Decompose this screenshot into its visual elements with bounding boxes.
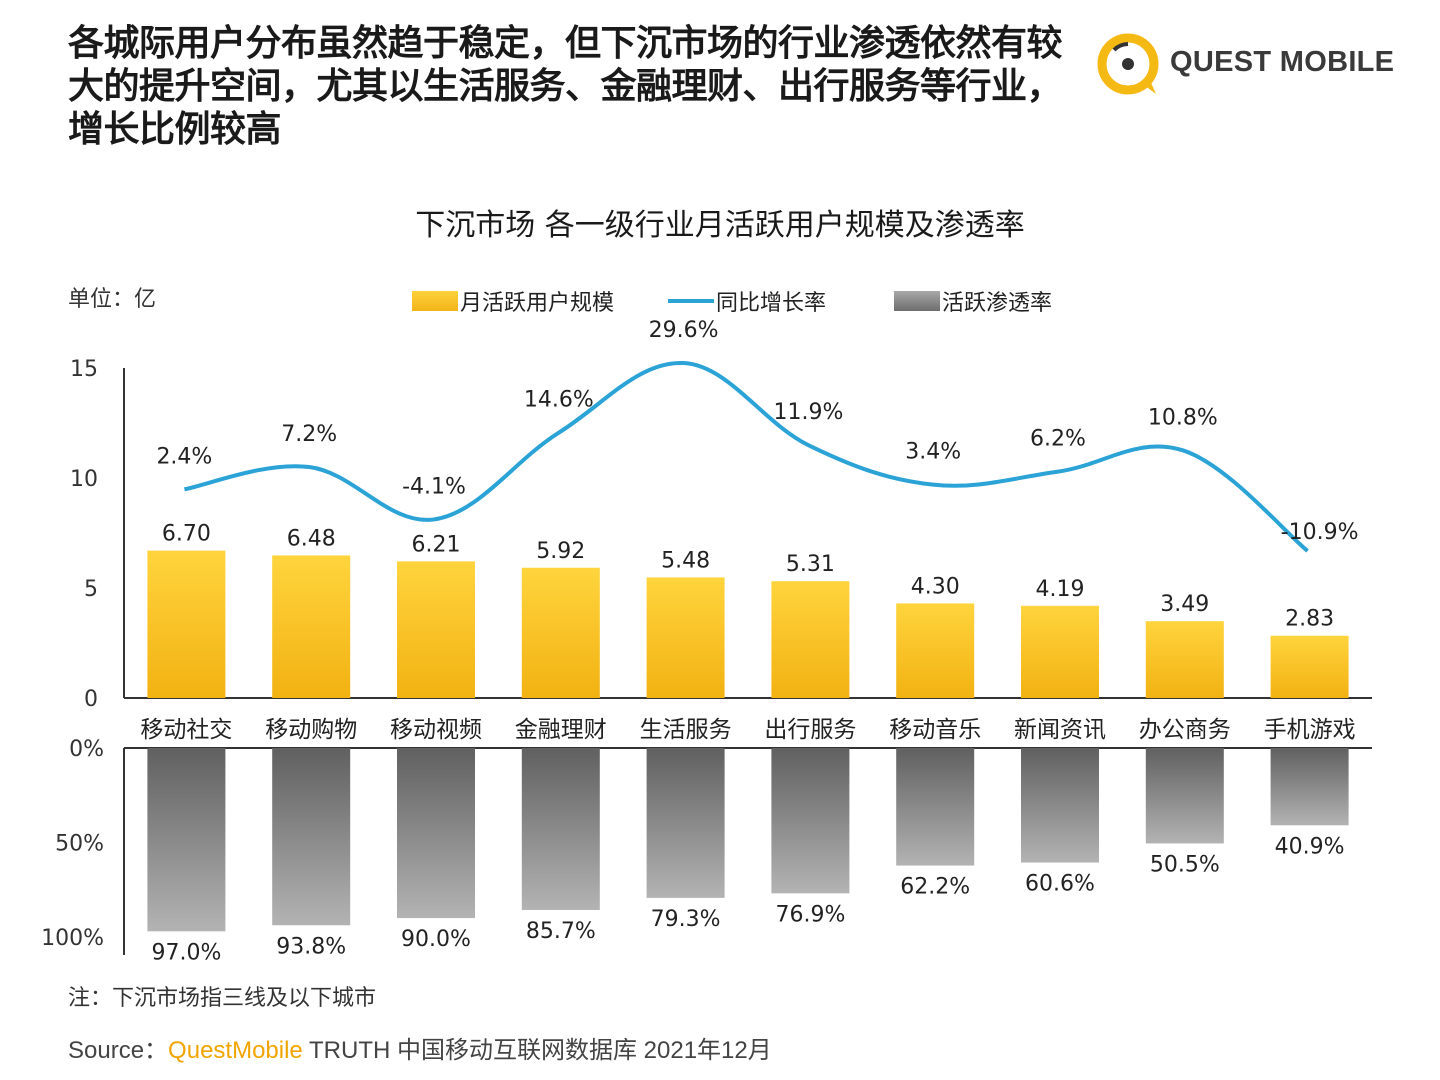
growth-rate-label: 7.2% xyxy=(281,422,337,447)
x-category-label: 手机游戏 xyxy=(1264,717,1356,743)
x-category-label: 办公商务 xyxy=(1139,717,1231,743)
upper-y-tick-label: 10 xyxy=(70,467,98,492)
growth-rate-label: 10.8% xyxy=(1148,405,1218,430)
growth-rate-label: -10.9% xyxy=(1281,520,1359,545)
x-category-label: 移动音乐 xyxy=(889,717,981,743)
bar-penetration-rate xyxy=(896,748,975,866)
bar-monthly-active-users xyxy=(646,577,725,698)
x-category-label: 金融理财 xyxy=(515,717,607,743)
x-category-label: 移动视频 xyxy=(390,717,482,743)
legend-label-gray: 活跃渗透率 xyxy=(942,291,1053,316)
bar-value-label: 2.83 xyxy=(1285,607,1334,632)
penetration-value-label: 40.9% xyxy=(1275,834,1345,859)
growth-rate-label: 11.9% xyxy=(773,400,843,425)
growth-rate-line xyxy=(184,361,1309,553)
penetration-value-label: 60.6% xyxy=(1025,872,1095,897)
bar-value-label: 5.31 xyxy=(786,552,835,577)
growth-rate-label: 2.4% xyxy=(156,444,212,469)
footnote: 注：下沉市场指三线及以下城市 xyxy=(68,986,377,1011)
bar-monthly-active-users xyxy=(896,603,975,698)
growth-rate-label: 29.6% xyxy=(649,318,719,343)
legend-item-line: 同比增长率 xyxy=(668,285,826,317)
legend-swatch-line xyxy=(668,299,714,303)
brand-logo: QUEST MOBILE xyxy=(1090,20,1394,110)
legend-item-gray: 活跃渗透率 xyxy=(894,285,1052,317)
bar-monthly-active-users xyxy=(521,567,600,698)
penetration-value-label: 79.3% xyxy=(651,907,721,932)
bar-monthly-active-users xyxy=(1145,621,1224,698)
x-category-label: 出行服务 xyxy=(764,717,856,743)
bar-penetration-rate xyxy=(1021,748,1099,863)
headline: 各城际用户分布虽然趋于稳定，但下沉市场的行业渗透依然有较大的提升空间，尤其以生活… xyxy=(68,23,1063,150)
legend-swatch-gray xyxy=(894,291,940,311)
penetration-value-label: 93.8% xyxy=(276,934,346,959)
legend-swatch-bar xyxy=(412,291,458,311)
bar-monthly-active-users xyxy=(771,581,850,698)
bar-monthly-active-users xyxy=(397,561,475,698)
x-category-label: 移动购物 xyxy=(265,717,357,743)
bar-value-label: 4.30 xyxy=(911,574,960,599)
bar-penetration-rate xyxy=(521,748,600,910)
penetration-value-label: 90.0% xyxy=(401,927,471,952)
bar-penetration-rate xyxy=(1145,748,1224,844)
bar-value-label: 5.48 xyxy=(661,548,710,573)
x-category-label: 新闻资讯 xyxy=(1014,717,1106,743)
penetration-value-label: 50.5% xyxy=(1150,852,1220,877)
penetration-value-label: 62.2% xyxy=(900,875,970,900)
lower-y-tick-label: 100% xyxy=(41,926,104,951)
legend-label-bar: 月活跃用户规模 xyxy=(460,291,615,316)
bar-value-label: 6.48 xyxy=(287,526,336,551)
bar-penetration-rate xyxy=(147,748,226,932)
bar-penetration-rate xyxy=(1270,748,1349,826)
penetration-value-label: 76.9% xyxy=(775,902,845,927)
x-category-label: 移动社交 xyxy=(140,717,232,743)
x-category-label: 生活服务 xyxy=(640,717,732,743)
chart-title: 下沉市场 各一级行业月活跃用户规模及渗透率 xyxy=(415,208,1025,243)
upper-y-tick-label: 5 xyxy=(84,577,98,602)
bar-value-label: 5.92 xyxy=(536,539,585,564)
bar-penetration-rate xyxy=(646,748,725,898)
bar-monthly-active-users xyxy=(147,550,226,698)
bar-value-label: 4.19 xyxy=(1036,577,1085,602)
bar-monthly-active-users xyxy=(1270,635,1349,698)
quest-mobile-logo-icon xyxy=(1097,33,1159,95)
bar-value-label: 3.49 xyxy=(1160,592,1209,617)
growth-rate-label: 6.2% xyxy=(1030,427,1086,452)
source-prefix: Source： xyxy=(68,1037,169,1064)
logo-text: QUEST MOBILE xyxy=(1170,46,1395,78)
bar-penetration-rate xyxy=(397,748,475,919)
growth-rate-label: 14.6% xyxy=(524,388,594,413)
legend-item-bar: 月活跃用户规模 xyxy=(412,285,614,317)
bar-value-label: 6.70 xyxy=(162,522,211,547)
unit-label: 单位：亿 xyxy=(68,287,157,312)
bar-penetration-rate xyxy=(771,748,850,894)
bar-monthly-active-users xyxy=(272,555,351,698)
lower-y-tick-label: 0% xyxy=(69,737,104,762)
bar-monthly-active-users xyxy=(1021,605,1099,698)
bar-value-label: 6.21 xyxy=(412,532,461,557)
source-line: Source：QuestMobile TRUTH 中国移动互联网数据库 2021… xyxy=(68,1030,772,1065)
lower-y-tick-label: 50% xyxy=(55,832,104,857)
penetration-value-label: 85.7% xyxy=(526,919,596,944)
source-brand: QuestMobile xyxy=(168,1037,303,1064)
growth-rate-label: 3.4% xyxy=(905,440,961,465)
legend-label-line: 同比增长率 xyxy=(716,291,827,316)
growth-rate-label: -4.1% xyxy=(402,474,466,499)
bar-penetration-rate xyxy=(272,748,351,926)
upper-y-tick-label: 15 xyxy=(70,357,98,382)
penetration-value-label: 97.0% xyxy=(151,940,221,965)
upper-y-tick-label: 0 xyxy=(84,687,98,712)
source-rest: TRUTH 中国移动互联网数据库 2021年12月 xyxy=(302,1037,772,1064)
